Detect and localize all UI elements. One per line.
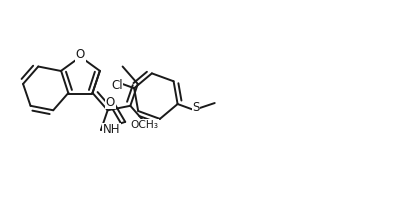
Text: O: O [76,48,85,61]
Text: Cl: Cl [111,79,122,92]
Text: NH: NH [103,123,120,136]
Text: S: S [192,101,200,114]
Text: OCH₃: OCH₃ [130,120,158,130]
Text: O: O [106,96,115,109]
